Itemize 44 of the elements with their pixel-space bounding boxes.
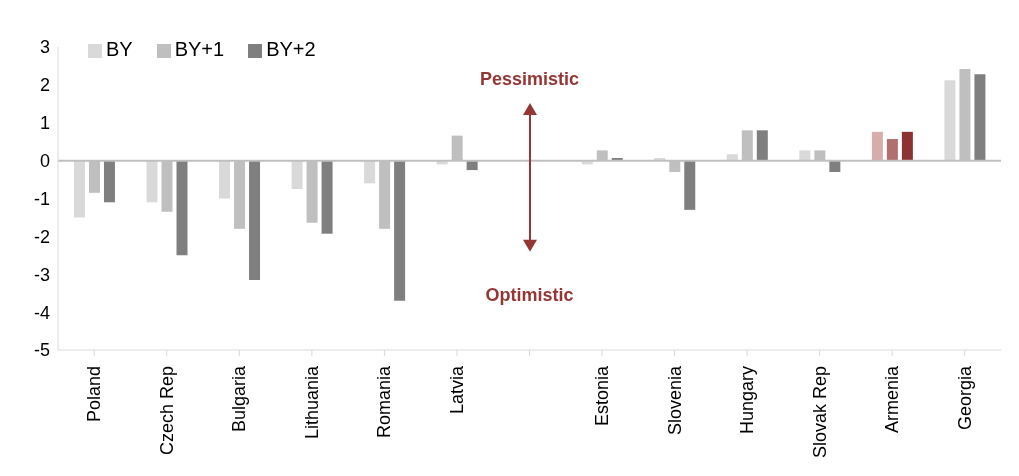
bar: [73, 160, 85, 218]
y-tick-label: 0: [39, 151, 50, 172]
legend-label: BY: [106, 38, 133, 60]
bar: [249, 160, 261, 280]
x-tick-label: Latvia: [446, 365, 467, 415]
x-tick-label: Armenia: [882, 365, 903, 434]
x-tick-label: Georgia: [954, 365, 975, 431]
x-tick-label: Lithuania: [301, 365, 322, 440]
x-tick-label: Slovenia: [664, 365, 685, 436]
y-tick-label: -1: [33, 188, 50, 209]
annotation: Pessimistic: [478, 69, 581, 91]
bar: [321, 160, 333, 234]
x-tick-label: Bulgaria: [229, 365, 250, 433]
x-tick-label: Estonia: [592, 365, 613, 427]
x-tick-label: Hungary: [737, 366, 758, 435]
x-tick-label: Romania: [374, 365, 395, 439]
bar: [901, 131, 913, 161]
bar: [103, 160, 115, 203]
bar: [684, 160, 696, 210]
x-tick-label: Czech Rep: [156, 366, 177, 456]
x-tick-label: Poland: [84, 366, 105, 423]
y-tick-label: 3: [39, 37, 50, 58]
bar: [291, 160, 303, 190]
y-tick-label: -5: [33, 340, 50, 361]
bar: [756, 130, 768, 161]
y-tick-label: -3: [33, 264, 50, 285]
y-tick-label: 2: [39, 75, 50, 96]
legend-label: BY+2: [266, 38, 316, 60]
y-tick-label: -4: [33, 302, 50, 323]
bar: [871, 131, 883, 161]
bar: [176, 160, 188, 256]
annotation: Optimistic: [484, 285, 575, 307]
x-tick-label: Slovak Rep: [809, 366, 830, 459]
bar: [219, 160, 231, 199]
legend-label: BY+1: [174, 38, 225, 60]
bar: [394, 160, 406, 301]
y-tick-label: 1: [39, 113, 50, 134]
bar: [364, 160, 376, 184]
bar: [944, 80, 956, 161]
bar: [799, 150, 811, 161]
y-tick-label: -2: [33, 226, 50, 247]
bar: [886, 139, 898, 161]
bar: [146, 160, 158, 203]
bar: [974, 74, 986, 161]
